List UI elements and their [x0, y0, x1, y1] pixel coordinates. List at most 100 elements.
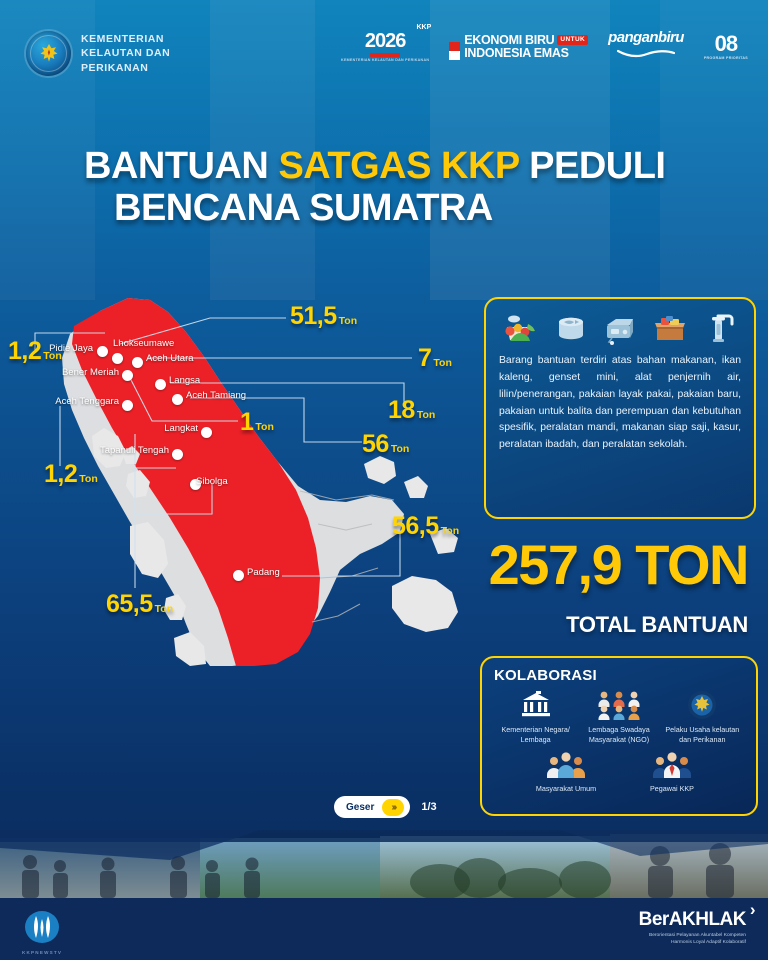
ton-unit: Ton — [338, 315, 358, 327]
city-dot-aceh-tenggara — [122, 400, 133, 411]
mini-generator-icon — [607, 319, 633, 345]
city-label-bener-meriah: Bener Meriah — [61, 367, 119, 378]
geser-label: Geser — [346, 801, 375, 813]
ton-value-bener-meriah: 1 Ton — [240, 410, 274, 435]
kkp-news-icon — [25, 911, 60, 943]
collab-caption: Masyarakat Umum — [535, 784, 597, 794]
ton-unit: Ton — [390, 443, 410, 455]
berakhlak-tagline-2: Harmonis Loyal Adaptif Kolaboratif — [670, 940, 746, 946]
kkp-2026-year: 2026 — [364, 30, 407, 52]
ministry-name: KEMENTERIAN KELAUTAN DAN PERIKANAN — [81, 32, 170, 75]
ton-value-aceh-tamiang: 56 Ton — [362, 432, 409, 457]
ton-number: 1,2 — [44, 460, 78, 488]
kkp-staff-icon — [630, 747, 714, 781]
title-part-1: BANTUAN — [84, 145, 279, 187]
collab-caption: Pegawai KKP — [650, 784, 694, 794]
city-dot-aceh-tamiang — [172, 394, 183, 405]
city-label-padang: Padang — [247, 567, 280, 578]
berakhlak-wordmark: BerAKHLAK › — [638, 901, 756, 930]
geser-button[interactable]: Geser ››› — [334, 796, 411, 818]
ton-value-padang: 56,5 Ton — [392, 514, 459, 539]
program-08-logo: 08 PROGRAM PRIORITAS — [703, 31, 748, 61]
carousel-controls[interactable]: Geser ››› 1/3 — [334, 796, 437, 818]
garuda-emblem-icon — [26, 31, 71, 76]
ton-number: 1 — [240, 408, 254, 436]
aid-items-text: Barang bantuan terdiri atas bahan makana… — [499, 355, 741, 451]
total-aid-value: 257,9 TON — [488, 533, 750, 596]
public-people-icon — [524, 747, 608, 781]
people-group-icon — [577, 688, 660, 722]
ton-number: 7 — [418, 344, 432, 372]
page-footer: KKPNEWSTV BerAKHLAK › Berorientasi Pelaya… — [0, 898, 768, 960]
berakhlak-logo: BerAKHLAK › Berorientasi Pelayanan Akunta… — [638, 901, 756, 946]
ton-number: 18 — [388, 396, 415, 424]
water-purifier-icon — [712, 314, 734, 342]
city-dot-pidie-jaya — [97, 346, 108, 357]
title-part-3: PEDULI — [519, 145, 666, 187]
title-line-1: BANTUAN SATGAS KKP PEDULI — [84, 145, 724, 188]
ton-unit: Ton — [255, 421, 274, 433]
ton-number: 1,2 — [8, 337, 42, 365]
collab-item-business: Pelaku Usaha kelautan dan Perikanan — [661, 688, 744, 744]
page-title: BANTUAN SATGAS KKP PEDULI BENCANA SUMATR… — [84, 145, 724, 230]
kkp-news-caption: KKPNEWSTV — [22, 950, 63, 955]
clothing-box-icon — [654, 316, 685, 340]
city-dot-bener-meriah — [122, 370, 133, 381]
city-label-aceh-tamiang: Aceh Tamiang — [186, 390, 247, 401]
ton-unit: Ton — [433, 357, 452, 369]
city-label-lhokseumawe: Lhokseumawe — [113, 338, 175, 349]
program-08-subtitle: PROGRAM PRIORITAS — [703, 56, 748, 60]
program-08-number: 08 — [714, 31, 738, 56]
collaboration-row-2: Masyarakat Umum Pegawai KKP — [494, 747, 744, 794]
city-label-aceh-utara: Aceh Utara — [146, 353, 194, 364]
berakhlak-ber: Ber — [638, 909, 670, 930]
kkp-2026-kkp-text: KKP — [416, 24, 432, 31]
indonesia-flag-icon — [449, 41, 461, 60]
total-aid-label: TOTAL BANTUAN — [566, 612, 748, 637]
photo-strip — [0, 830, 768, 898]
garuda-emblem-icon — [661, 688, 744, 722]
ton-number: 51,5 — [290, 302, 337, 330]
ton-number: 65,5 — [106, 590, 153, 618]
city-dot-aceh-utara — [132, 357, 143, 368]
berakhlak-akhlak: AKHLAK — [668, 909, 747, 930]
collab-item-ngo: Lembaga Swadaya Masyarakat (NGO) — [577, 688, 660, 744]
sumatra-map: Pidie Jaya Lhokseumawe Aceh Utara Bener … — [0, 286, 480, 666]
city-dot-lhokseumawe — [112, 353, 123, 364]
ton-unit: Ton — [43, 350, 62, 362]
city-label-langsa: Langsa — [169, 375, 201, 386]
ekonomi-biru-line-2: INDONESIA EMAS — [464, 45, 569, 60]
city-dot-padang — [233, 570, 244, 581]
page-indicator: 1/3 — [421, 801, 437, 813]
city-label-pidie-jaya: Pidie Jaya — [49, 343, 93, 354]
collab-item-public: Masyarakat Umum — [524, 747, 608, 794]
canned-fish-icon — [558, 317, 583, 340]
city-dot-tapanuli-tengah — [172, 449, 183, 460]
chevron-right-icon: › — [749, 900, 756, 919]
photo-strip-graphic — [0, 830, 768, 898]
ton-unit: Ton — [416, 409, 436, 421]
ministry-line-3: PERIKANAN — [81, 61, 149, 74]
collaboration-title: KOLABORASI — [494, 667, 597, 684]
ton-value-langkat-group: 65,5 Ton — [106, 592, 173, 617]
kkp-news-logo: KKPNEWSTV — [22, 910, 62, 955]
collaboration-row-1: Kementerian Negara/ Lembaga — [494, 688, 744, 744]
ekonomi-biru-line-1: EKONOMI BIRU — [464, 32, 555, 47]
wave-icon — [616, 49, 676, 58]
chevron-right-icon[interactable]: ››› — [382, 798, 405, 816]
collaboration-box: KOLABORASI Kementerian Negara/ Lembaga — [480, 656, 758, 816]
city-dot-sibolga — [190, 479, 201, 490]
panganbiru-logo: panganbiru — [608, 30, 684, 63]
city-label-aceh-tenggara: Aceh Tenggara — [55, 396, 119, 407]
title-highlight: SATGAS KKP — [278, 145, 520, 187]
city-label-langkat: Langkat — [164, 423, 198, 434]
city-label-tapanuli-tengah: Tapanuli Tengah — [99, 445, 169, 456]
ton-value-lhokseumawe: 51,5 Ton — [290, 304, 357, 329]
panganbiru-wordmark: panganbiru — [608, 29, 684, 46]
page-header: KEMENTERIAN KELAUTAN DAN PERIKANAN 2026 … — [0, 0, 768, 104]
ton-number: 56 — [362, 430, 389, 458]
ton-value-langsa: 18 Ton — [388, 398, 435, 423]
kkp-2026-red-bar — [370, 53, 401, 57]
city-dot-langkat — [201, 427, 212, 438]
title-line-2: BENCANA SUMATRA — [114, 186, 493, 229]
